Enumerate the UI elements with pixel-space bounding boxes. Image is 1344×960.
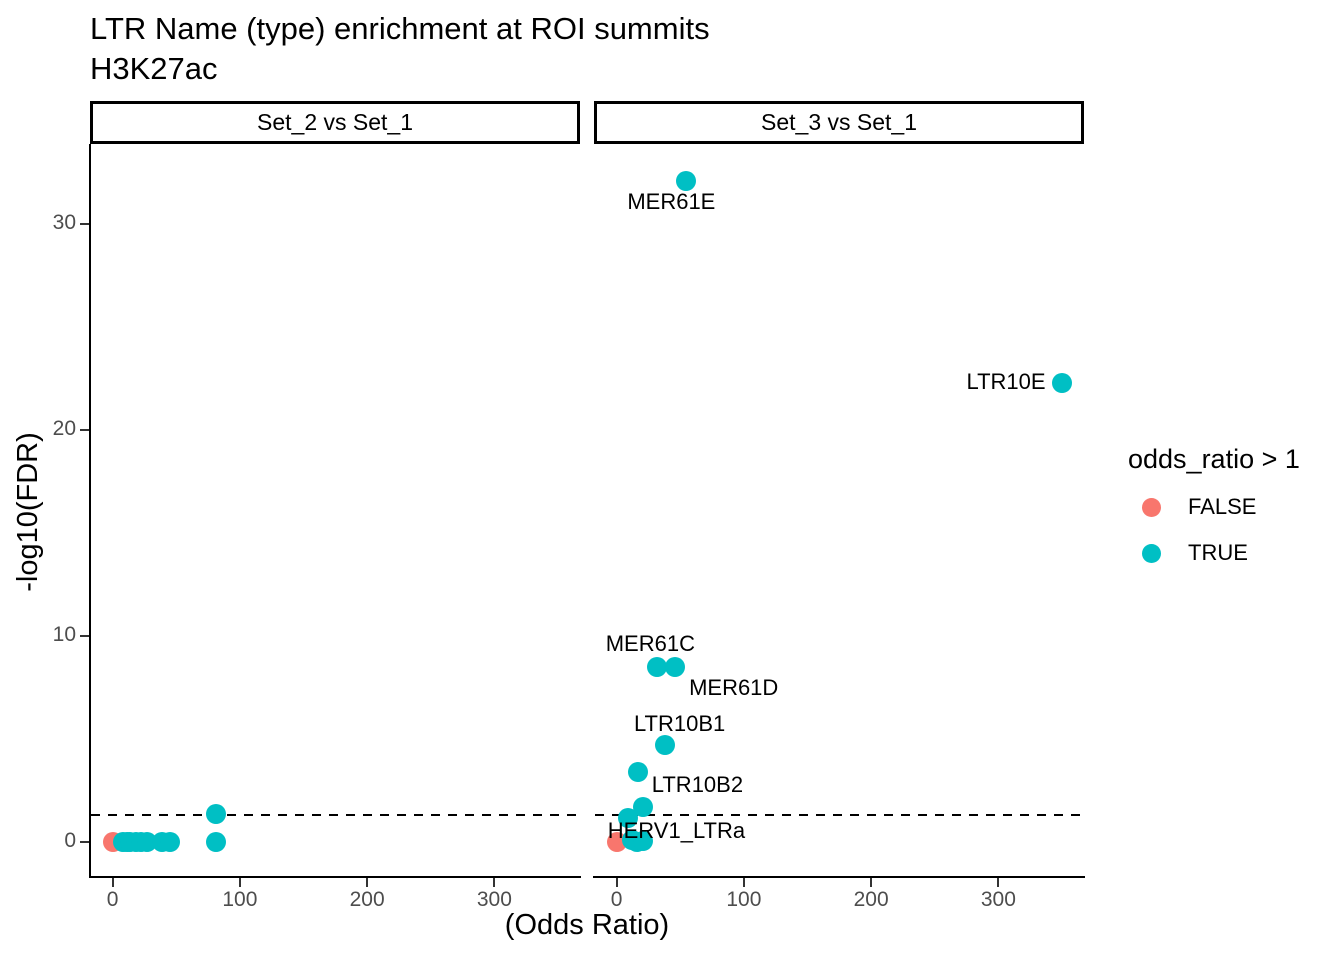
x-tick-label: 300: [476, 888, 512, 911]
legend-swatch-false-icon: [1142, 497, 1161, 517]
legend-title: odds_ratio > 1: [1128, 444, 1300, 474]
facet-strip: Set_2 vs Set_1: [90, 101, 580, 144]
plot-title: LTR Name (type) enrichment at ROI summit…: [90, 11, 710, 46]
y-axis-title: -log10(FDR): [12, 432, 44, 592]
point-label: HERV1_LTRa: [607, 817, 746, 843]
legend-item-false: FALSE: [1128, 484, 1300, 530]
data-point: [1052, 372, 1072, 393]
facet-panel: MER61E LTR10E MER61C MER61D LTR10B1 LTR10B2 HE…: [595, 146, 1083, 876]
significance-threshold-line: [91, 814, 579, 817]
legend-label-false: FALSE: [1188, 494, 1257, 519]
x-tick-mark: [493, 878, 496, 887]
data-point: [205, 832, 226, 853]
x-axis-line: [89, 876, 581, 878]
point-label: LTR10B1: [633, 710, 726, 736]
facet-panel: [91, 146, 579, 876]
y-tick-mark: [80, 223, 89, 226]
facet-strip-label: Set_2 vs Set_1: [257, 109, 413, 135]
legend-item-true: TRUE: [1128, 530, 1300, 576]
x-tick-label: 200: [349, 888, 385, 911]
data-point: [136, 832, 157, 853]
y-tick-label: 10: [52, 623, 76, 647]
legend: odds_ratio > 1 FALSE TRUE: [1128, 444, 1300, 576]
x-tick-mark: [742, 878, 745, 887]
x-tick-label: 0: [106, 888, 119, 911]
x-tick-mark: [238, 878, 241, 887]
data-point: [675, 171, 696, 191]
data-point: [159, 832, 180, 853]
legend-swatch-true-icon: [1142, 543, 1161, 563]
facet-strip: Set_3 vs Set_1: [594, 101, 1084, 144]
data-point: [617, 808, 638, 829]
data-point: [654, 735, 675, 756]
point-label: MER61D: [689, 674, 779, 700]
facet-strip-label: Set_3 vs Set_1: [761, 109, 917, 135]
x-tick-mark: [111, 878, 114, 887]
data-point: [632, 797, 653, 817]
significance-threshold-line: [595, 814, 1083, 817]
x-tick-label: 300: [980, 888, 1016, 911]
y-tick-label: 20: [52, 417, 76, 441]
x-tick-label: 0: [610, 888, 623, 911]
x-axis-line: [593, 876, 1085, 878]
x-tick-mark: [997, 878, 1000, 887]
y-tick-mark: [80, 635, 89, 638]
legend-label-true: TRUE: [1188, 540, 1248, 565]
x-tick-label: 100: [222, 888, 258, 911]
x-tick-mark: [870, 878, 873, 887]
data-point: [627, 762, 648, 782]
y-axis-line: [89, 144, 91, 878]
point-label: LTR10E: [966, 368, 1046, 394]
data-point: [664, 656, 685, 677]
x-tick-label: 100: [726, 888, 762, 911]
y-tick-label: 30: [52, 211, 76, 235]
x-tick-mark: [366, 878, 369, 887]
x-axis-title: (Odds Ratio): [504, 909, 670, 941]
point-label: LTR10B2: [651, 772, 744, 798]
data-point: [633, 830, 654, 851]
plot-subtitle: H3K27ac: [90, 51, 218, 86]
y-tick-mark: [80, 429, 89, 432]
data-point: [205, 804, 226, 825]
point-label: MER61C: [605, 631, 695, 657]
x-tick-mark: [615, 878, 618, 887]
y-tick-mark: [80, 841, 89, 844]
x-tick-label: 200: [853, 888, 889, 911]
y-tick-label: 0: [64, 829, 76, 853]
point-label: MER61E: [627, 188, 716, 214]
data-point: [646, 656, 667, 677]
